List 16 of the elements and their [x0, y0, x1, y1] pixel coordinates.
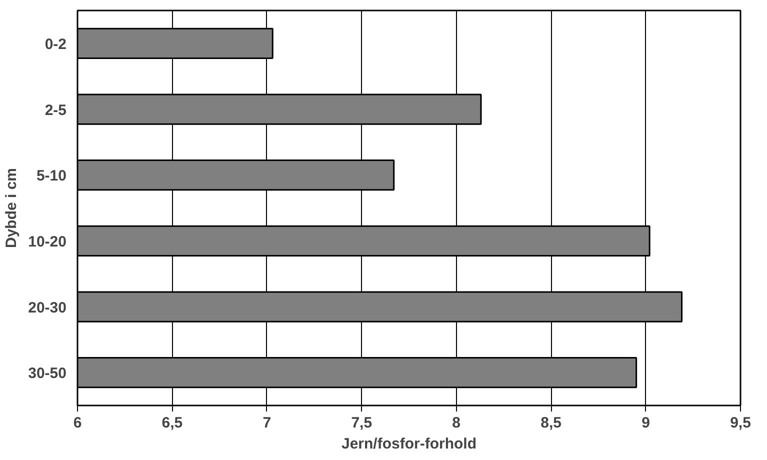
y-tick-label: 30-50 — [28, 365, 67, 382]
x-tick-label: 7,5 — [351, 414, 372, 432]
x-tick-label: 6,5 — [162, 414, 183, 432]
y-tick-label: 2-5 — [44, 102, 67, 119]
x-tick-label: 8,5 — [540, 414, 562, 432]
y-tick-label: 0-2 — [44, 36, 67, 53]
y-tick-label: 20-30 — [28, 299, 67, 316]
y-axis-title: Dybde i cm — [3, 168, 20, 248]
x-tick-label: 9 — [642, 414, 650, 432]
y-tick-label: 5-10 — [36, 168, 67, 185]
x-tick-label: 9,5 — [730, 414, 751, 432]
x-tick-label: 8 — [452, 414, 461, 432]
y-tick-label: 10-20 — [28, 233, 67, 250]
x-axis-title: Jern/fosfor-forhold — [342, 436, 477, 452]
x-tick-label: 6 — [73, 414, 82, 432]
x-tick-label: 7 — [262, 414, 272, 432]
